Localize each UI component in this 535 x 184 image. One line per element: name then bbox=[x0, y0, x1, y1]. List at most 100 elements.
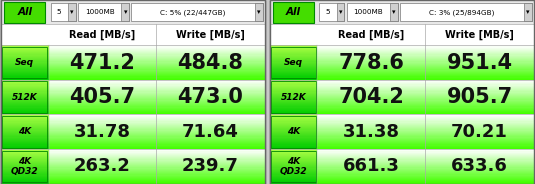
Bar bbox=[49, 50, 156, 51]
Bar bbox=[317, 149, 425, 150]
Bar bbox=[425, 60, 534, 61]
Bar bbox=[49, 165, 156, 166]
Bar bbox=[271, 81, 316, 113]
Bar bbox=[317, 135, 425, 136]
Bar bbox=[317, 145, 425, 147]
Bar bbox=[49, 102, 156, 103]
Bar bbox=[1, 171, 49, 172]
Bar bbox=[270, 165, 317, 166]
Bar bbox=[2, 116, 47, 148]
Bar bbox=[156, 128, 265, 129]
Bar bbox=[270, 81, 317, 82]
Bar bbox=[270, 72, 317, 73]
Bar bbox=[1, 119, 49, 120]
Bar bbox=[1, 128, 49, 129]
Bar bbox=[156, 112, 265, 113]
Bar bbox=[425, 104, 534, 105]
Text: 5: 5 bbox=[326, 9, 330, 15]
Bar bbox=[270, 96, 317, 97]
Bar bbox=[156, 97, 265, 98]
Bar bbox=[49, 176, 156, 178]
Bar bbox=[425, 63, 534, 65]
Bar bbox=[425, 109, 534, 110]
Bar bbox=[270, 159, 317, 161]
Bar bbox=[156, 129, 265, 131]
Bar bbox=[156, 133, 265, 134]
Bar bbox=[425, 122, 534, 124]
Bar bbox=[425, 87, 534, 88]
Bar bbox=[317, 113, 425, 114]
Bar bbox=[317, 74, 425, 75]
Bar bbox=[49, 88, 156, 89]
Bar bbox=[1, 55, 49, 57]
Bar bbox=[49, 140, 156, 141]
Bar bbox=[156, 47, 265, 49]
Text: 1000MB: 1000MB bbox=[85, 9, 114, 15]
Bar bbox=[425, 73, 534, 74]
Bar bbox=[317, 133, 425, 134]
Bar bbox=[49, 54, 156, 56]
Bar bbox=[1, 166, 49, 167]
Bar bbox=[317, 92, 425, 94]
Bar bbox=[1, 117, 49, 118]
Bar bbox=[425, 85, 534, 87]
Bar bbox=[49, 158, 156, 159]
Bar bbox=[270, 63, 317, 65]
Bar bbox=[425, 88, 534, 89]
Bar bbox=[425, 112, 534, 113]
Bar bbox=[156, 160, 265, 162]
Text: ▾: ▾ bbox=[124, 9, 127, 15]
Bar bbox=[49, 148, 156, 149]
Bar bbox=[317, 182, 425, 184]
Bar bbox=[425, 181, 534, 183]
Bar bbox=[425, 119, 534, 120]
Bar bbox=[156, 54, 265, 56]
Bar bbox=[425, 61, 534, 63]
Bar bbox=[425, 70, 534, 72]
Bar bbox=[425, 72, 534, 73]
Bar bbox=[317, 90, 425, 91]
Bar bbox=[319, 3, 345, 21]
Bar bbox=[1, 24, 265, 45]
Text: C: 5% (22/447GB): C: 5% (22/447GB) bbox=[160, 9, 226, 15]
Bar bbox=[317, 81, 425, 82]
Bar bbox=[156, 83, 265, 84]
Bar bbox=[425, 130, 534, 132]
Bar bbox=[270, 178, 317, 179]
Bar bbox=[270, 95, 317, 96]
Bar bbox=[270, 175, 317, 177]
Bar bbox=[156, 169, 265, 170]
Bar bbox=[317, 176, 425, 178]
Bar bbox=[49, 133, 156, 134]
Bar bbox=[425, 159, 534, 161]
Bar bbox=[1, 126, 49, 127]
Bar bbox=[49, 123, 156, 125]
Bar bbox=[1, 97, 49, 98]
Bar bbox=[1, 132, 49, 133]
Bar bbox=[317, 128, 425, 129]
Bar bbox=[270, 58, 317, 59]
Bar bbox=[317, 134, 425, 135]
Bar bbox=[49, 70, 156, 72]
Bar bbox=[270, 74, 317, 75]
Bar bbox=[317, 110, 425, 111]
Bar bbox=[270, 89, 317, 90]
Bar bbox=[1, 120, 49, 121]
Bar bbox=[156, 136, 265, 137]
Bar bbox=[1, 123, 49, 125]
Bar bbox=[1, 88, 49, 89]
Bar bbox=[317, 107, 425, 109]
Bar bbox=[1, 160, 49, 162]
Text: All: All bbox=[17, 7, 32, 17]
Bar bbox=[317, 83, 425, 84]
Bar bbox=[270, 126, 317, 127]
Text: 905.7: 905.7 bbox=[446, 87, 513, 107]
Text: Write [MB/s]: Write [MB/s] bbox=[445, 30, 514, 40]
Bar bbox=[1, 127, 49, 128]
Bar bbox=[1, 67, 49, 68]
Bar bbox=[425, 140, 534, 141]
Bar bbox=[156, 68, 265, 70]
Bar bbox=[1, 74, 49, 75]
Bar bbox=[317, 159, 425, 161]
Bar bbox=[270, 151, 317, 153]
